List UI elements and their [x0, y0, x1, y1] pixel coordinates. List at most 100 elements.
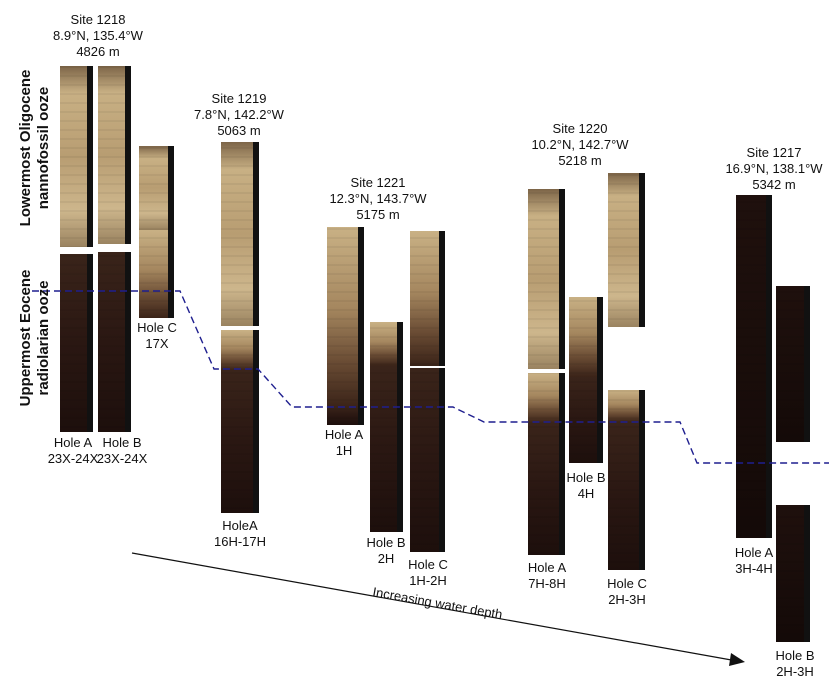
site-header-1217: Site 1217 16.9°N, 138.1°W 5342 m	[725, 145, 823, 192]
core-bedding-texture	[221, 142, 259, 326]
core-photos	[60, 66, 810, 642]
svg-text:Hole A: Hole A	[528, 560, 567, 575]
core-segment-s1220a	[528, 423, 565, 555]
core-tray-edge	[559, 423, 565, 555]
site-depth: 5175 m	[356, 207, 399, 222]
hole-label-1217b: Hole B 2H-3H	[775, 648, 814, 679]
core-bedding-texture	[608, 173, 645, 327]
site-header-1219: Site 1219 7.8°N, 142.2°W 5063 m	[194, 91, 285, 138]
core-tray-edge	[639, 173, 645, 327]
core-segment-s1219a	[221, 370, 259, 513]
core-segment-s1220c	[608, 390, 645, 422]
svg-text:1H: 1H	[336, 443, 353, 458]
core-segment-s1221b	[370, 366, 403, 532]
lower-unit-label-line1: Uppermost Eocene	[17, 270, 34, 407]
core-tray-edge	[766, 195, 772, 538]
core-tray-edge	[597, 297, 603, 377]
svg-text:Hole C: Hole C	[408, 557, 448, 572]
upper-unit-label-line1: Lowermost Oligocene	[17, 70, 34, 227]
hole-label-1218c: Hole C 17X	[137, 320, 177, 351]
core-segment-s1218a	[60, 254, 93, 432]
hole-label-1219a: HoleA 16H-17H	[214, 518, 266, 549]
core-tray-edge	[559, 373, 565, 423]
hole-label-1220c: Hole C 2H-3H	[607, 576, 647, 607]
lower-unit-label: Uppermost Eocene radiolarian ooze	[17, 270, 52, 407]
hole-label-1221b: Hole B 2H	[366, 535, 405, 566]
core-tray-edge	[125, 252, 131, 432]
svg-text:Hole A: Hole A	[735, 545, 774, 560]
hole-label-1218b: Hole B 23X-24X	[97, 435, 148, 466]
hole-label-1220b: Hole B 4H	[566, 470, 605, 501]
core-tray-edge	[168, 230, 174, 318]
core-tray-edge	[639, 390, 645, 422]
core-bedding-texture	[608, 422, 645, 570]
core-bedding-texture	[528, 423, 565, 555]
core-tray-edge	[358, 227, 364, 407]
site-depth: 5218 m	[558, 153, 601, 168]
site-coords: 8.9°N, 135.4°W	[53, 28, 144, 43]
core-bedding-texture	[608, 390, 645, 422]
core-segment-s1217a	[736, 195, 772, 538]
site-header-1221: Site 1221 12.3°N, 143.7°W 5175 m	[329, 175, 427, 222]
core-tray-edge	[253, 330, 259, 370]
core-tray-edge	[439, 368, 445, 552]
site-header-1220: Site 1220 10.2°N, 142.7°W 5218 m	[531, 121, 629, 168]
core-segment-s1221a	[327, 407, 364, 425]
core-segment-s1221a	[327, 227, 364, 407]
svg-text:Hole B: Hole B	[775, 648, 814, 663]
core-tray-edge	[439, 231, 445, 366]
core-tray-edge	[804, 505, 810, 642]
site-coords: 10.2°N, 142.7°W	[531, 137, 629, 152]
core-segment-s1217b	[776, 286, 810, 442]
site-name: Site 1218	[71, 12, 126, 27]
core-bedding-texture	[221, 370, 259, 513]
svg-text:Hole C: Hole C	[607, 576, 647, 591]
core-segment-s1218a	[60, 66, 93, 247]
hole-label-1218a: Hole A 23X-24X	[48, 435, 99, 466]
core-segment-s1220b	[569, 297, 603, 377]
core-tray-edge	[168, 146, 174, 230]
svg-text:23X-24X: 23X-24X	[48, 451, 99, 466]
site-coords: 12.3°N, 143.7°W	[329, 191, 427, 206]
core-segment-s1221c	[410, 368, 445, 552]
svg-text:16H-17H: 16H-17H	[214, 534, 266, 549]
core-tray-edge	[358, 407, 364, 425]
hole-label-1220a: Hole A 7H-8H	[528, 560, 567, 591]
core-segment-s1218b	[98, 252, 131, 432]
upper-unit-label: Lowermost Oligocene nannofossil ooze	[17, 70, 52, 227]
site-name: Site 1217	[747, 145, 802, 160]
core-segment-s1219a	[221, 142, 259, 326]
core-segment-s1218b	[98, 66, 131, 244]
site-header-1218: Site 1218 8.9°N, 135.4°W 4826 m	[53, 12, 144, 59]
hole-label-1221c: Hole C 1H-2H	[408, 557, 448, 588]
core-bedding-texture	[327, 407, 364, 425]
site-coords: 16.9°N, 138.1°W	[725, 161, 823, 176]
core-tray-edge	[253, 142, 259, 326]
water-depth-arrow-head	[729, 653, 745, 666]
site-depth: 5342 m	[752, 177, 795, 192]
core-tray-edge	[87, 254, 93, 432]
svg-text:Hole C: Hole C	[137, 320, 177, 335]
core-tray-edge	[804, 286, 810, 442]
core-tray-edge	[639, 422, 645, 570]
core-segment-s1220a	[528, 189, 565, 369]
svg-text:Hole A: Hole A	[325, 427, 364, 442]
svg-text:Hole B: Hole B	[102, 435, 141, 450]
core-bedding-texture	[221, 330, 259, 370]
lower-unit-label-line2: radiolarian ooze	[35, 280, 52, 395]
svg-text:2H-3H: 2H-3H	[776, 664, 814, 679]
core-tray-edge	[253, 370, 259, 513]
core-tray-edge	[87, 66, 93, 247]
svg-text:4H: 4H	[578, 486, 595, 501]
core-segment-s1221c	[410, 231, 445, 366]
site-name: Site 1219	[212, 91, 267, 106]
site-name: Site 1220	[553, 121, 608, 136]
svg-text:Hole B: Hole B	[366, 535, 405, 550]
site-depth: 4826 m	[76, 44, 119, 59]
svg-text:Hole B: Hole B	[566, 470, 605, 485]
hole-label-1217a: Hole A 3H-4H	[735, 545, 774, 576]
core-bedding-texture	[528, 189, 565, 369]
svg-text:3H-4H: 3H-4H	[735, 561, 773, 576]
svg-text:2H-3H: 2H-3H	[608, 592, 646, 607]
